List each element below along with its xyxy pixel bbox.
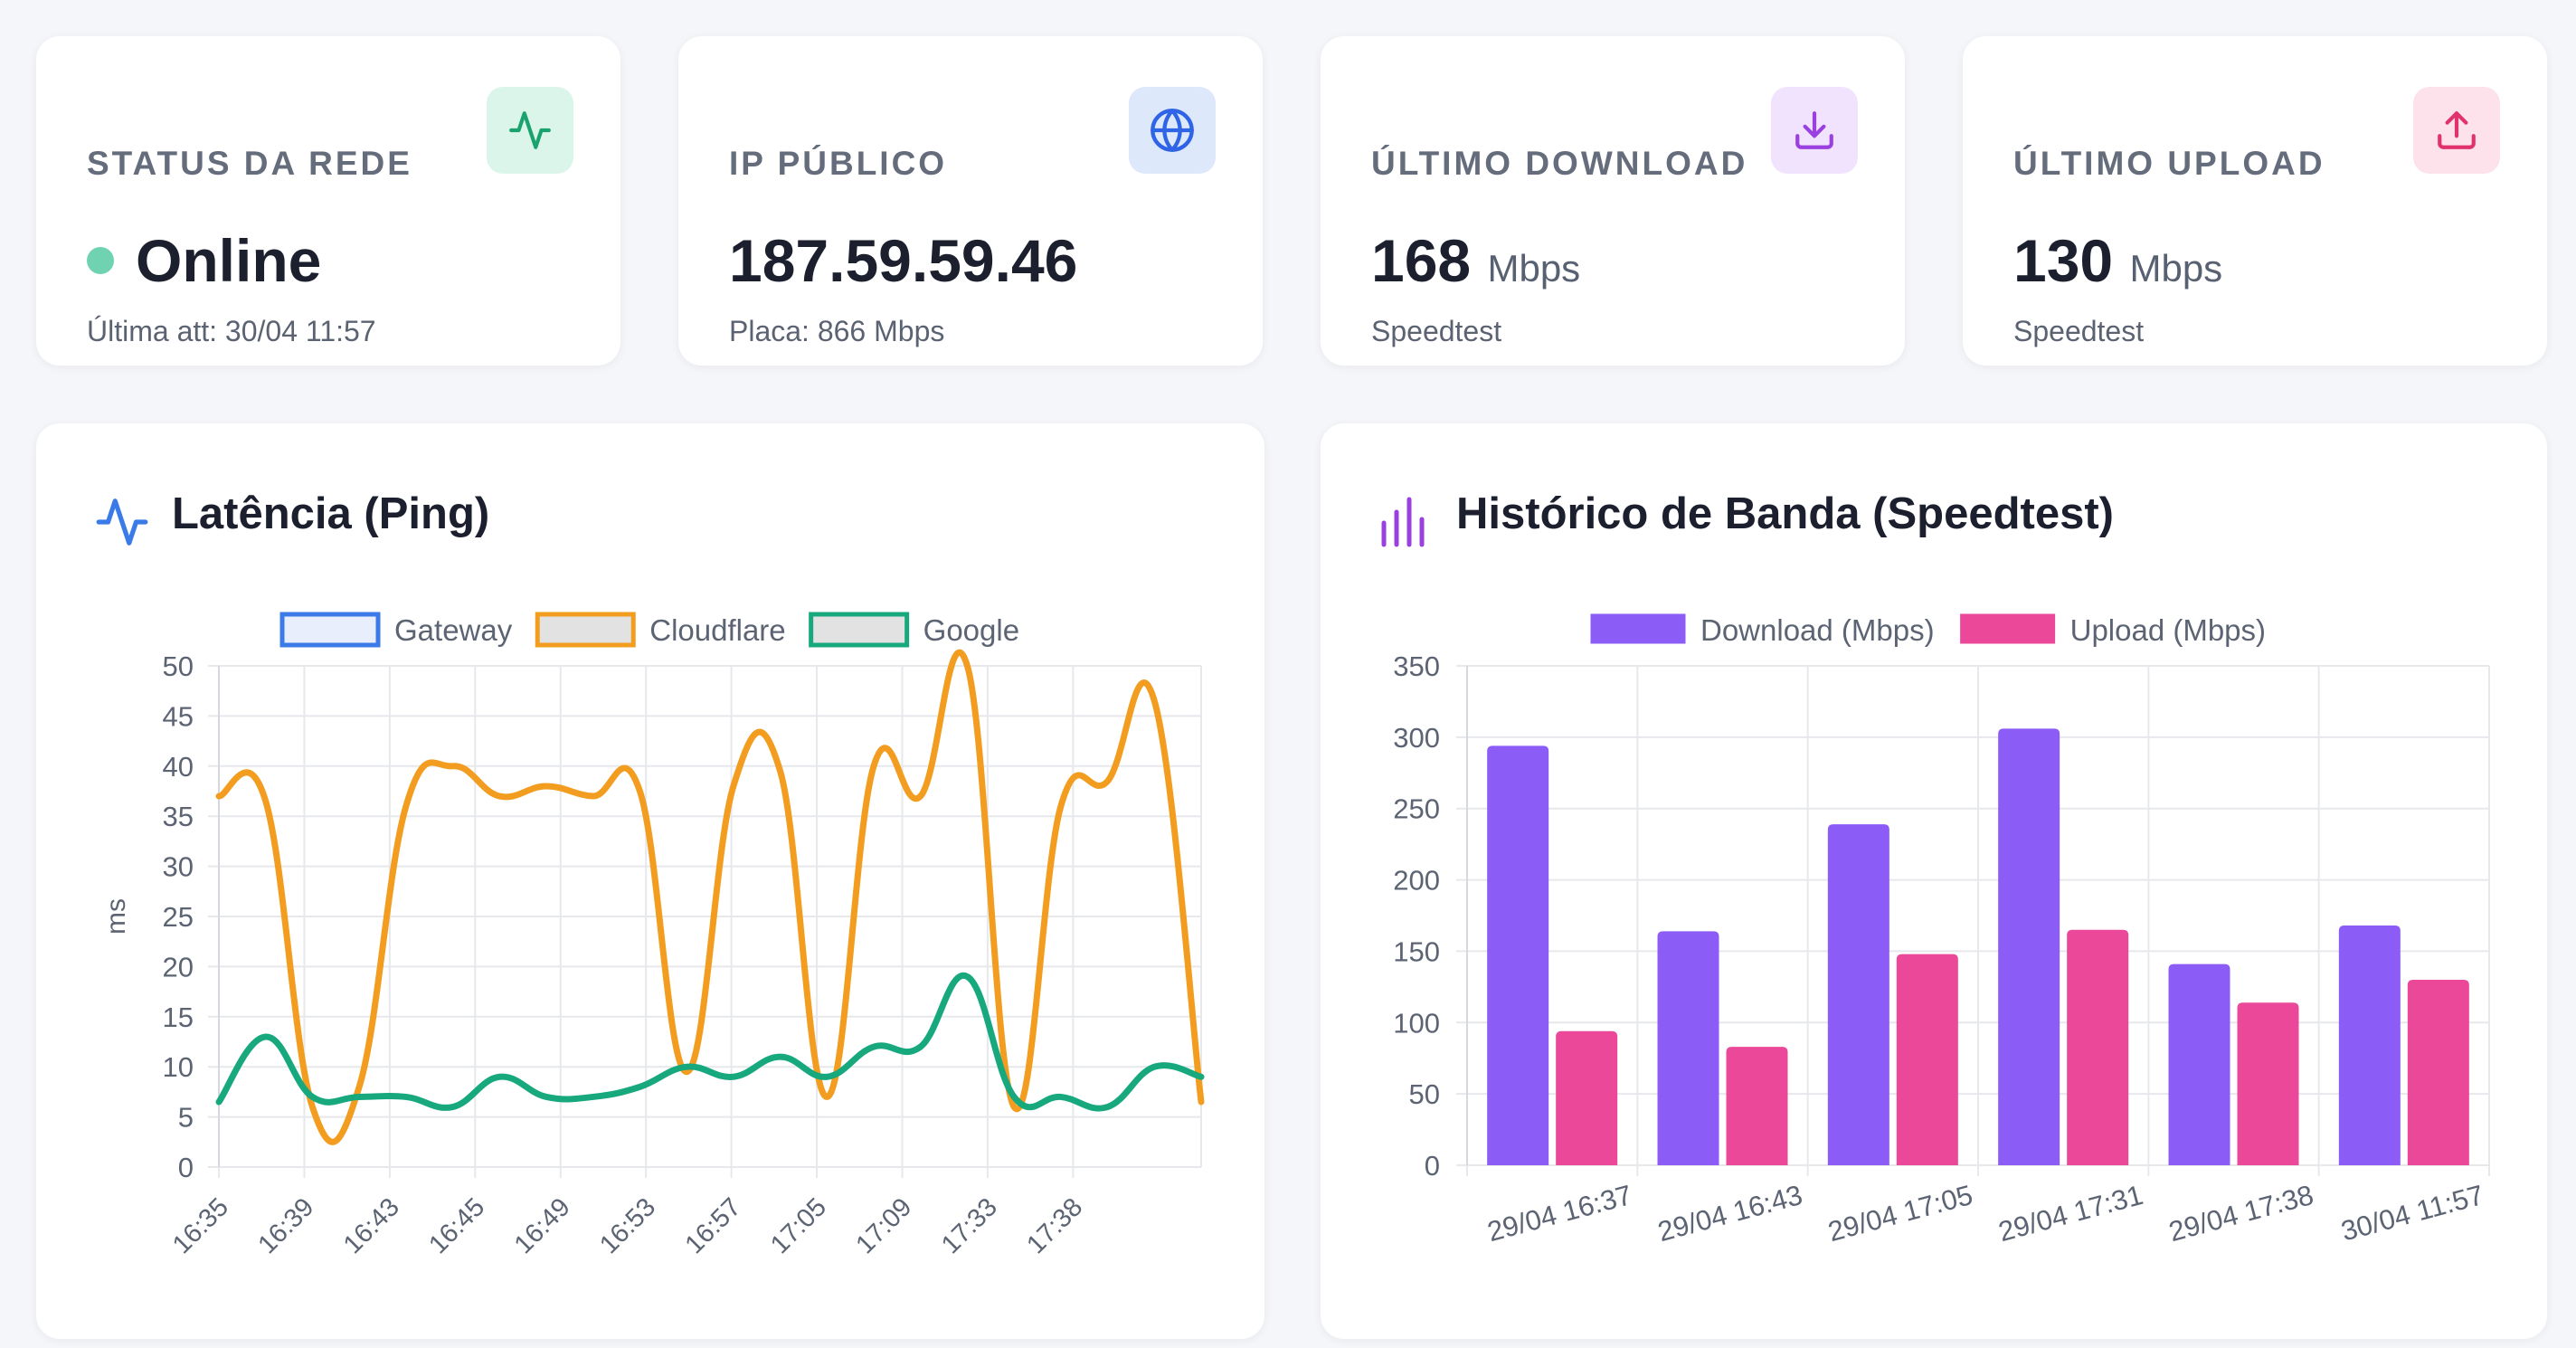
bandwidth-card: Histórico de Banda (Speedtest) 0 50 100 150… [1321,423,2547,1339]
series-line-cloudflare [215,649,1205,1145]
legend-swatch [279,612,381,648]
x-tick-label: 16:39 [252,1192,319,1259]
legend-swatch [1960,613,2056,644]
bar-upload [1896,954,1958,1165]
bar-download [1487,745,1549,1165]
last-update-text: Última att: 30/04 11:57 [87,315,376,347]
download-icon [1771,87,1858,174]
bandwidth-title: Histórico de Banda (Speedtest) [1456,489,2114,538]
y-tick-label: 0 [1425,1150,1440,1182]
network-status-value: Online [87,226,321,295]
legend-swatch [1590,613,1686,644]
last-download-title: ÚLTIMO DOWNLOAD [1371,145,1748,182]
series-line-google [215,972,1205,1112]
y-tick-label: 30 [163,851,194,883]
x-tick-label: 29/04 17:38 [2165,1179,2316,1248]
x-tick-label: 16:35 [167,1192,234,1259]
bar-download [1827,824,1889,1165]
last-download-card: ÚLTIMO DOWNLOAD 168 Mbps Speedtest [1321,36,1905,365]
bandwidth-chart: 0 50 100 150 200 250 300 350 Download (Mbps) Uplo… [1393,613,2490,1248]
bar-upload [2067,929,2129,1165]
public-ip-card: IP PÚBLICO 187.59.59.46 Placa: 866 Mbps [678,36,1263,365]
x-tick-label: 16:57 [680,1192,747,1259]
latency-title: Latência (Ping) [172,489,490,538]
legend-label: Google [923,613,1019,647]
y-tick-label: 200 [1393,865,1440,897]
y-tick-label: 15 [163,1002,194,1033]
legend-label: Cloudflare [649,613,785,647]
last-upload-card: ÚLTIMO UPLOAD 130 Mbps Speedtest [1963,36,2547,365]
y-tick-label: 150 [1393,935,1440,967]
legend-label: Gateway [394,613,513,647]
y-tick-label: 100 [1393,1007,1440,1039]
legend-swatch [809,612,910,648]
x-tick-label: 16:43 [338,1192,405,1259]
download-source-text: Speedtest [1371,315,1502,347]
x-tick-label: 17:33 [936,1192,1003,1259]
y-tick-label: 50 [163,650,194,682]
y-tick-label: 350 [1393,650,1440,682]
y-tick-label: 10 [163,1051,194,1083]
activity-icon [94,494,150,555]
bar-download [1657,931,1719,1165]
nic-speed-text: Placa: 866 Mbps [729,315,945,347]
x-tick-label: 29/04 16:37 [1484,1179,1635,1248]
x-tick-label: 29/04 17:31 [1995,1179,2146,1248]
latency-chart: 0 5 10 15 20 25 30 35 40 45 50 16:35 16:39 16:43 16:45… [101,612,1205,1259]
legend-label: Upload (Mbps) [2070,613,2266,647]
public-ip-value: 187.59.59.46 [729,227,1078,294]
last-upload-value: 130 Mbps [2013,227,2223,294]
legend-swatch [535,612,636,648]
x-tick-label: 29/04 16:43 [1654,1179,1805,1248]
activity-icon [487,87,573,174]
y-tick-label: 25 [163,901,194,933]
bar-chart-icon [1378,494,1429,553]
y-axis-label: ms [101,898,131,935]
bar-upload [1726,1047,1788,1165]
latency-card: Latência (Ping) 0 5 10 15 20 25 30 35 40 45 50 16:3… [36,423,1264,1339]
x-tick-label: 17:05 [765,1192,832,1259]
bar-download [2338,926,2401,1165]
y-tick-label: 50 [1409,1078,1440,1110]
bar-download [2168,964,2230,1165]
public-ip-title: IP PÚBLICO [729,145,948,182]
y-tick-label: 5 [178,1102,194,1134]
online-indicator [87,246,114,274]
bar-upload [2237,1002,2299,1165]
y-tick-label: 250 [1393,793,1440,825]
legend-label: Download (Mbps) [1700,613,1935,647]
x-tick-label: 16:49 [509,1192,576,1259]
x-tick-label: 30/04 11:57 [2338,1179,2487,1248]
y-tick-label: 300 [1393,722,1440,754]
upload-source-text: Speedtest [2013,315,2145,347]
bar-upload [2407,979,2469,1165]
upload-unit: Mbps [2129,247,2223,290]
network-status-title: STATUS DA REDE [87,145,412,182]
y-tick-label: 0 [178,1152,194,1183]
download-unit: Mbps [1487,247,1581,290]
last-download-value: 168 Mbps [1371,227,1581,294]
last-upload-title: ÚLTIMO UPLOAD [2013,145,2325,182]
x-tick-label: 29/04 17:05 [1824,1179,1975,1248]
y-tick-label: 35 [163,801,194,832]
x-tick-label: 17:38 [1021,1192,1088,1259]
y-tick-label: 45 [163,700,194,732]
network-status-card: STATUS DA REDE Online Última att: 30/04 … [36,36,620,365]
x-tick-label: 16:45 [423,1192,490,1259]
upload-icon [2413,87,2500,174]
bar-upload [1556,1030,1618,1165]
globe-icon [1129,87,1216,174]
x-tick-label: 16:53 [594,1192,661,1259]
bar-download [1998,728,2060,1165]
y-tick-label: 20 [163,951,194,983]
x-tick-label: 17:09 [850,1192,917,1259]
y-tick-label: 40 [163,751,194,783]
